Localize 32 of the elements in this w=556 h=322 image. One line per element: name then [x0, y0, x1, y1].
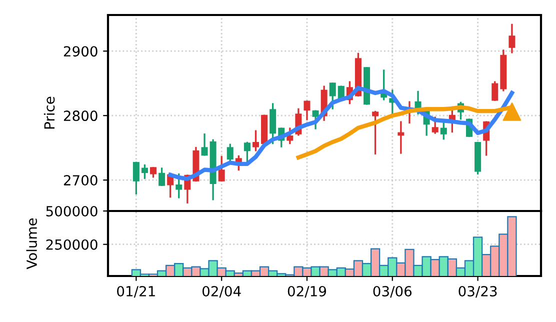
y-tick-label: 2800: [64, 110, 98, 122]
x-tick-label: 03/06: [373, 286, 412, 298]
candlestick: [312, 110, 319, 130]
candlestick: [132, 162, 140, 194]
y-axis-title: Volume: [26, 218, 38, 270]
candlestick: [141, 164, 148, 179]
candlestick: [218, 156, 225, 182]
candlestick: [244, 142, 250, 163]
candlestick: [176, 173, 182, 198]
candlestick: [432, 116, 438, 134]
candlestick: [158, 168, 166, 186]
x-tick-label: 02/19: [288, 286, 326, 298]
y-tick-label: 250000: [46, 239, 98, 250]
candlestick: [398, 121, 404, 154]
y-tick-label: 2700: [64, 175, 98, 186]
candlestick: [304, 100, 310, 120]
candlestick: [150, 166, 157, 178]
candlestick: [252, 130, 260, 152]
candlestick: [286, 128, 294, 144]
candlestick: [372, 110, 379, 154]
y-axis-title: Price: [44, 96, 55, 129]
x-tick-label: 02/04: [202, 286, 241, 298]
candlestick: [508, 24, 516, 54]
candlestick: [201, 133, 208, 156]
candlestick: [492, 81, 498, 101]
candlestick: [270, 103, 276, 144]
x-tick-label: 01/21: [117, 286, 155, 298]
candlestick: [440, 122, 447, 140]
x-tick-label: 03/23: [458, 286, 497, 298]
y-tick-label: 2900: [64, 46, 98, 57]
y-tick-label: 500000: [46, 206, 98, 216]
candlestick: [329, 82, 336, 110]
